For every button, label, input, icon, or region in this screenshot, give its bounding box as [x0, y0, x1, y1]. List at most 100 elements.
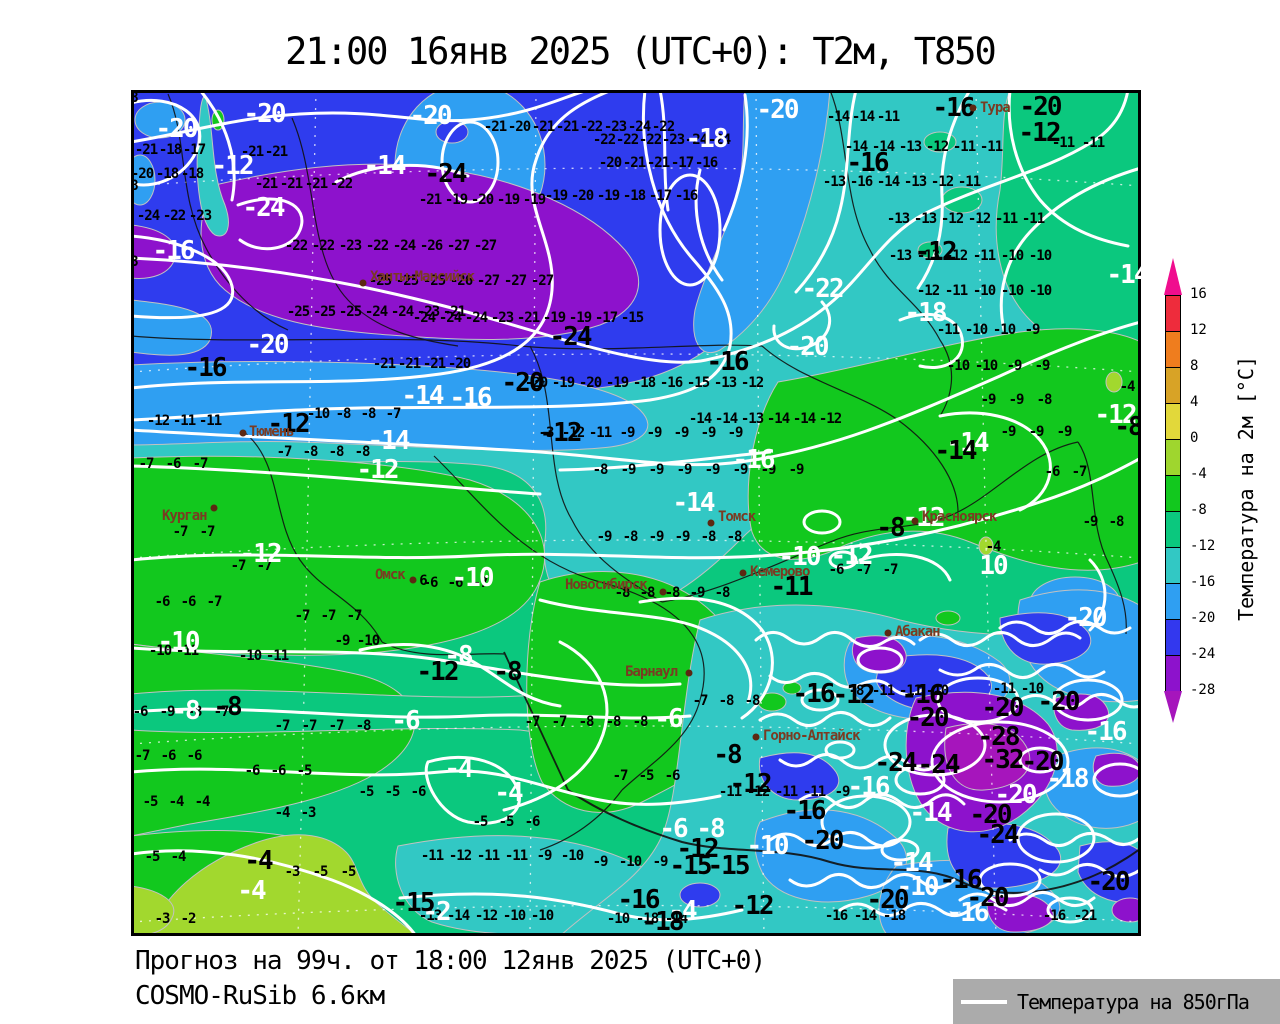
- city-dot: [969, 104, 977, 112]
- contour-label: -20: [801, 826, 845, 856]
- t850-value: -18: [882, 908, 906, 924]
- t850-value: -11: [979, 139, 1003, 155]
- t850-value: -13: [740, 411, 764, 427]
- t850-value: -9: [334, 633, 351, 649]
- t850-value: -7: [256, 558, 273, 574]
- t850-value: -21: [304, 176, 328, 192]
- t850-value: -11: [952, 139, 976, 155]
- t850-value: -11: [476, 848, 500, 864]
- t850-value: -12: [916, 283, 940, 299]
- contour-label: -28: [977, 722, 1021, 752]
- t850-value: -25: [422, 273, 446, 289]
- t850-value: -22: [284, 238, 308, 254]
- t850-value: -22: [651, 119, 675, 135]
- map-border: [131, 90, 1141, 936]
- t850-value: -10: [618, 854, 642, 870]
- contour-label: -24: [976, 820, 1020, 850]
- t850-value: -6: [828, 562, 845, 578]
- contour-label: -14: [909, 798, 953, 828]
- t850-value: -8: [744, 693, 761, 709]
- contour-label: -4: [237, 876, 266, 906]
- t850-value: -17: [648, 188, 672, 204]
- t850-value: -7: [385, 406, 402, 422]
- city-label: Барнаул: [625, 664, 678, 680]
- t850-value: -14: [844, 139, 868, 155]
- contour-label: -12: [539, 418, 583, 448]
- colorbar-arrow-below: [1164, 691, 1182, 723]
- t850-value: -5: [638, 768, 655, 784]
- t850-value: -9: [1028, 424, 1045, 440]
- t850-value: -16: [849, 174, 873, 190]
- t850-value: -16: [824, 908, 848, 924]
- colorbar-tick: -20: [1190, 610, 1216, 626]
- t850-value: -17: [594, 310, 618, 326]
- contour-label: -8: [876, 513, 905, 543]
- t850-value: -27: [446, 238, 470, 254]
- t850-value: -11: [957, 174, 981, 190]
- t850-value: -8: [186, 704, 203, 720]
- contour-label: -16: [1084, 717, 1128, 747]
- colorbar-tick: 4: [1190, 394, 1199, 410]
- city-label: Омск: [375, 567, 406, 583]
- t850-value: -12: [818, 411, 842, 427]
- t850-value: -9: [620, 462, 637, 478]
- t850-value: -19: [496, 192, 520, 208]
- contour-label: -16: [901, 680, 945, 710]
- colorbar-arrow-above: [1164, 258, 1182, 295]
- t850-value: -4: [170, 849, 187, 865]
- t850-value: -7: [524, 714, 541, 730]
- city-label: Тюмень: [249, 424, 295, 440]
- t850-value: -11: [994, 211, 1018, 227]
- t850-value: -19: [522, 192, 546, 208]
- t850-value: -7: [134, 748, 151, 764]
- contour-label: -10: [778, 542, 822, 572]
- t850-value: -20: [470, 192, 494, 208]
- city-dot: [659, 588, 667, 596]
- contour-label: -8: [171, 696, 200, 726]
- t850-value: -9: [536, 848, 553, 864]
- t850-value: -10: [974, 358, 998, 374]
- t850-value: -27: [473, 238, 497, 254]
- t850-value: -11: [871, 683, 895, 699]
- t850-value: -25: [312, 304, 336, 320]
- t850-value: -5: [296, 763, 313, 779]
- t850-value: -7: [692, 693, 709, 709]
- t850-value: -12: [940, 211, 964, 227]
- city-dot: [911, 517, 919, 525]
- t850-value: -24: [707, 132, 731, 148]
- contour-label: -10: [896, 872, 940, 902]
- t850-value: -5: [144, 849, 161, 865]
- t850-contours: [131, 90, 1141, 936]
- t850-value: -11: [774, 784, 798, 800]
- t850-value: -14: [851, 109, 875, 125]
- t850-value: -22: [365, 238, 389, 254]
- contour-label: -15: [707, 851, 751, 881]
- t850-value: -5: [340, 864, 357, 880]
- legend-label: Температура на 850гПа: [1017, 989, 1250, 1014]
- t850-value: -9: [732, 462, 749, 478]
- colorbar-title: Температура на 2м [°C]: [1234, 356, 1258, 621]
- t850-value: -8: [328, 444, 345, 460]
- t850-value: -5: [384, 784, 401, 800]
- t850-value: -21: [646, 155, 670, 171]
- contour-label: -20: [1087, 867, 1131, 897]
- t850-value: -10: [992, 322, 1016, 338]
- t850-value: -8: [360, 406, 377, 422]
- contour-label: -12: [416, 657, 460, 687]
- contour-label: -12: [902, 503, 946, 533]
- t850-value: -9: [673, 425, 690, 441]
- t850-value: -11: [1021, 211, 1045, 227]
- contour-label: -24: [242, 193, 286, 223]
- t850-value: -8: [622, 529, 639, 545]
- t850-value: -27: [476, 273, 500, 289]
- t850-value: -21: [531, 119, 555, 135]
- colorbar-tick: -24: [1190, 646, 1216, 662]
- t850-value: -11: [802, 784, 826, 800]
- contour-label: -20: [786, 332, 830, 362]
- t850-value: -6: [422, 575, 439, 591]
- t850-value: -17: [182, 142, 206, 158]
- t850-value: -10: [148, 643, 172, 659]
- contour-label: -20: [1037, 687, 1081, 717]
- t850-value: -9: [704, 462, 721, 478]
- t850-value: -22: [579, 119, 603, 135]
